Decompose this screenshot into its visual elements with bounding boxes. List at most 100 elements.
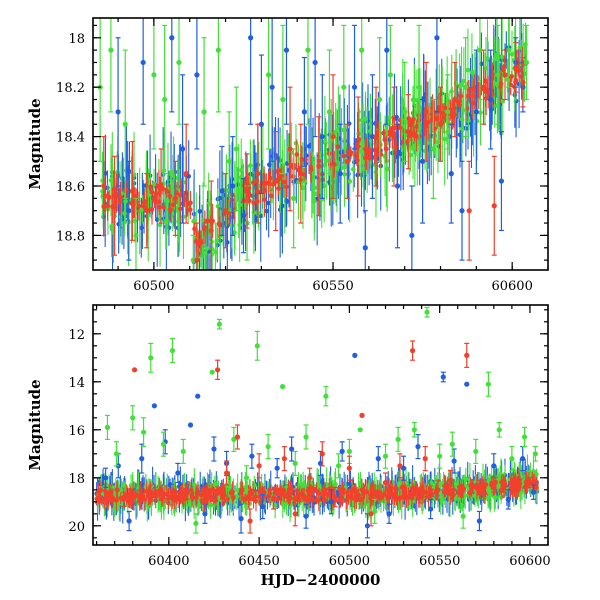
green-data-point xyxy=(323,393,329,399)
red-data-point xyxy=(509,482,515,488)
red-data-point xyxy=(251,200,257,206)
red-data-point xyxy=(153,200,159,205)
red-data-point xyxy=(305,488,311,493)
red-data-point xyxy=(357,497,363,503)
green-data-point xyxy=(310,180,316,186)
red-data-point xyxy=(202,499,208,505)
blue-data-point xyxy=(434,35,440,41)
green-data-point xyxy=(108,178,114,183)
red-data-point xyxy=(346,465,352,471)
green-data-point xyxy=(496,427,502,433)
red-data-point xyxy=(162,491,168,497)
red-data-point xyxy=(298,171,304,177)
green-data-point xyxy=(226,158,232,164)
green-data-point xyxy=(305,47,311,53)
red-data-point xyxy=(121,496,127,502)
red-data-point xyxy=(201,226,207,231)
red-data-point xyxy=(534,484,539,490)
red-data-point xyxy=(299,156,305,162)
green-data-point xyxy=(148,355,154,361)
red-data-point xyxy=(228,490,234,496)
red-data-point xyxy=(464,352,470,358)
red-data-point xyxy=(353,488,359,494)
red-data-point xyxy=(101,183,107,189)
red-data-point xyxy=(114,487,120,493)
green-data-point xyxy=(387,72,393,78)
red-data-point xyxy=(262,197,267,202)
blue-data-point xyxy=(274,465,280,471)
blue-data-point xyxy=(140,59,146,66)
blue-data-point xyxy=(488,96,494,103)
red-data-point xyxy=(195,489,201,494)
red-data-point xyxy=(296,497,302,503)
green-data-point xyxy=(521,434,528,440)
red-data-point xyxy=(476,484,482,490)
blue-data-point xyxy=(258,121,264,127)
green-data-point xyxy=(208,502,213,508)
red-data-point xyxy=(498,81,504,86)
red-data-point xyxy=(118,195,123,200)
green-data-point xyxy=(361,160,366,165)
blue-data-point xyxy=(464,381,470,387)
red-data-point xyxy=(483,96,489,101)
red-data-point xyxy=(516,68,522,73)
y-tick-label: 18.2 xyxy=(56,81,85,96)
green-data-point xyxy=(350,166,356,172)
red-data-point xyxy=(273,178,279,184)
red-data-point xyxy=(136,203,142,209)
blue-data-point xyxy=(473,109,479,115)
blue-data-point xyxy=(264,208,269,214)
green-data-point xyxy=(442,136,447,142)
red-data-point xyxy=(353,152,358,158)
red-series xyxy=(101,42,526,270)
red-data-point xyxy=(173,490,178,495)
red-data-point xyxy=(445,489,451,495)
blue-data-point xyxy=(409,232,415,239)
red-data-point xyxy=(347,149,352,154)
green-data-point xyxy=(342,164,347,170)
x-tick-label: 60400 xyxy=(148,554,189,569)
red-data-point xyxy=(216,221,222,226)
blue-data-point xyxy=(352,352,358,358)
red-data-point xyxy=(377,494,383,500)
red-data-point xyxy=(267,491,273,497)
red-data-point xyxy=(423,109,429,115)
red-data-point xyxy=(467,490,473,496)
red-data-point xyxy=(114,186,119,191)
green-data-point xyxy=(437,453,443,459)
red-data-point xyxy=(356,137,362,142)
red-data-point xyxy=(422,456,428,462)
blue-data-point xyxy=(420,158,426,164)
blue-data-point xyxy=(211,446,217,452)
green-data-point xyxy=(201,109,207,115)
green-data-point xyxy=(449,441,455,447)
red-data-point xyxy=(254,178,260,183)
red-data-point xyxy=(437,121,444,127)
blue-data-point xyxy=(386,511,392,517)
green-data-point xyxy=(130,415,136,421)
red-data-point xyxy=(177,206,183,212)
red-data-point xyxy=(250,488,256,494)
red-data-point xyxy=(247,198,252,204)
red-data-point xyxy=(402,489,407,495)
red-data-point xyxy=(361,491,366,497)
blue-data-point xyxy=(167,482,173,487)
green-data-point xyxy=(180,448,186,454)
blue-data-point xyxy=(306,143,312,149)
green-data-point xyxy=(478,110,483,115)
red-data-point xyxy=(215,487,221,493)
red-data-point xyxy=(117,199,122,204)
red-data-point xyxy=(164,188,170,194)
green-data-point xyxy=(359,47,365,53)
dense-measurement-cloud xyxy=(94,454,540,524)
red-data-point xyxy=(106,195,112,200)
green-data-point xyxy=(162,96,168,103)
blue-data-point xyxy=(415,444,421,450)
blue-data-point xyxy=(319,133,325,140)
blue-data-point xyxy=(362,245,368,251)
red-data-point xyxy=(152,494,158,499)
red-data-point xyxy=(513,64,519,71)
red-data-point xyxy=(102,496,107,502)
green-data-point xyxy=(191,482,197,487)
green-data-point xyxy=(234,494,240,499)
